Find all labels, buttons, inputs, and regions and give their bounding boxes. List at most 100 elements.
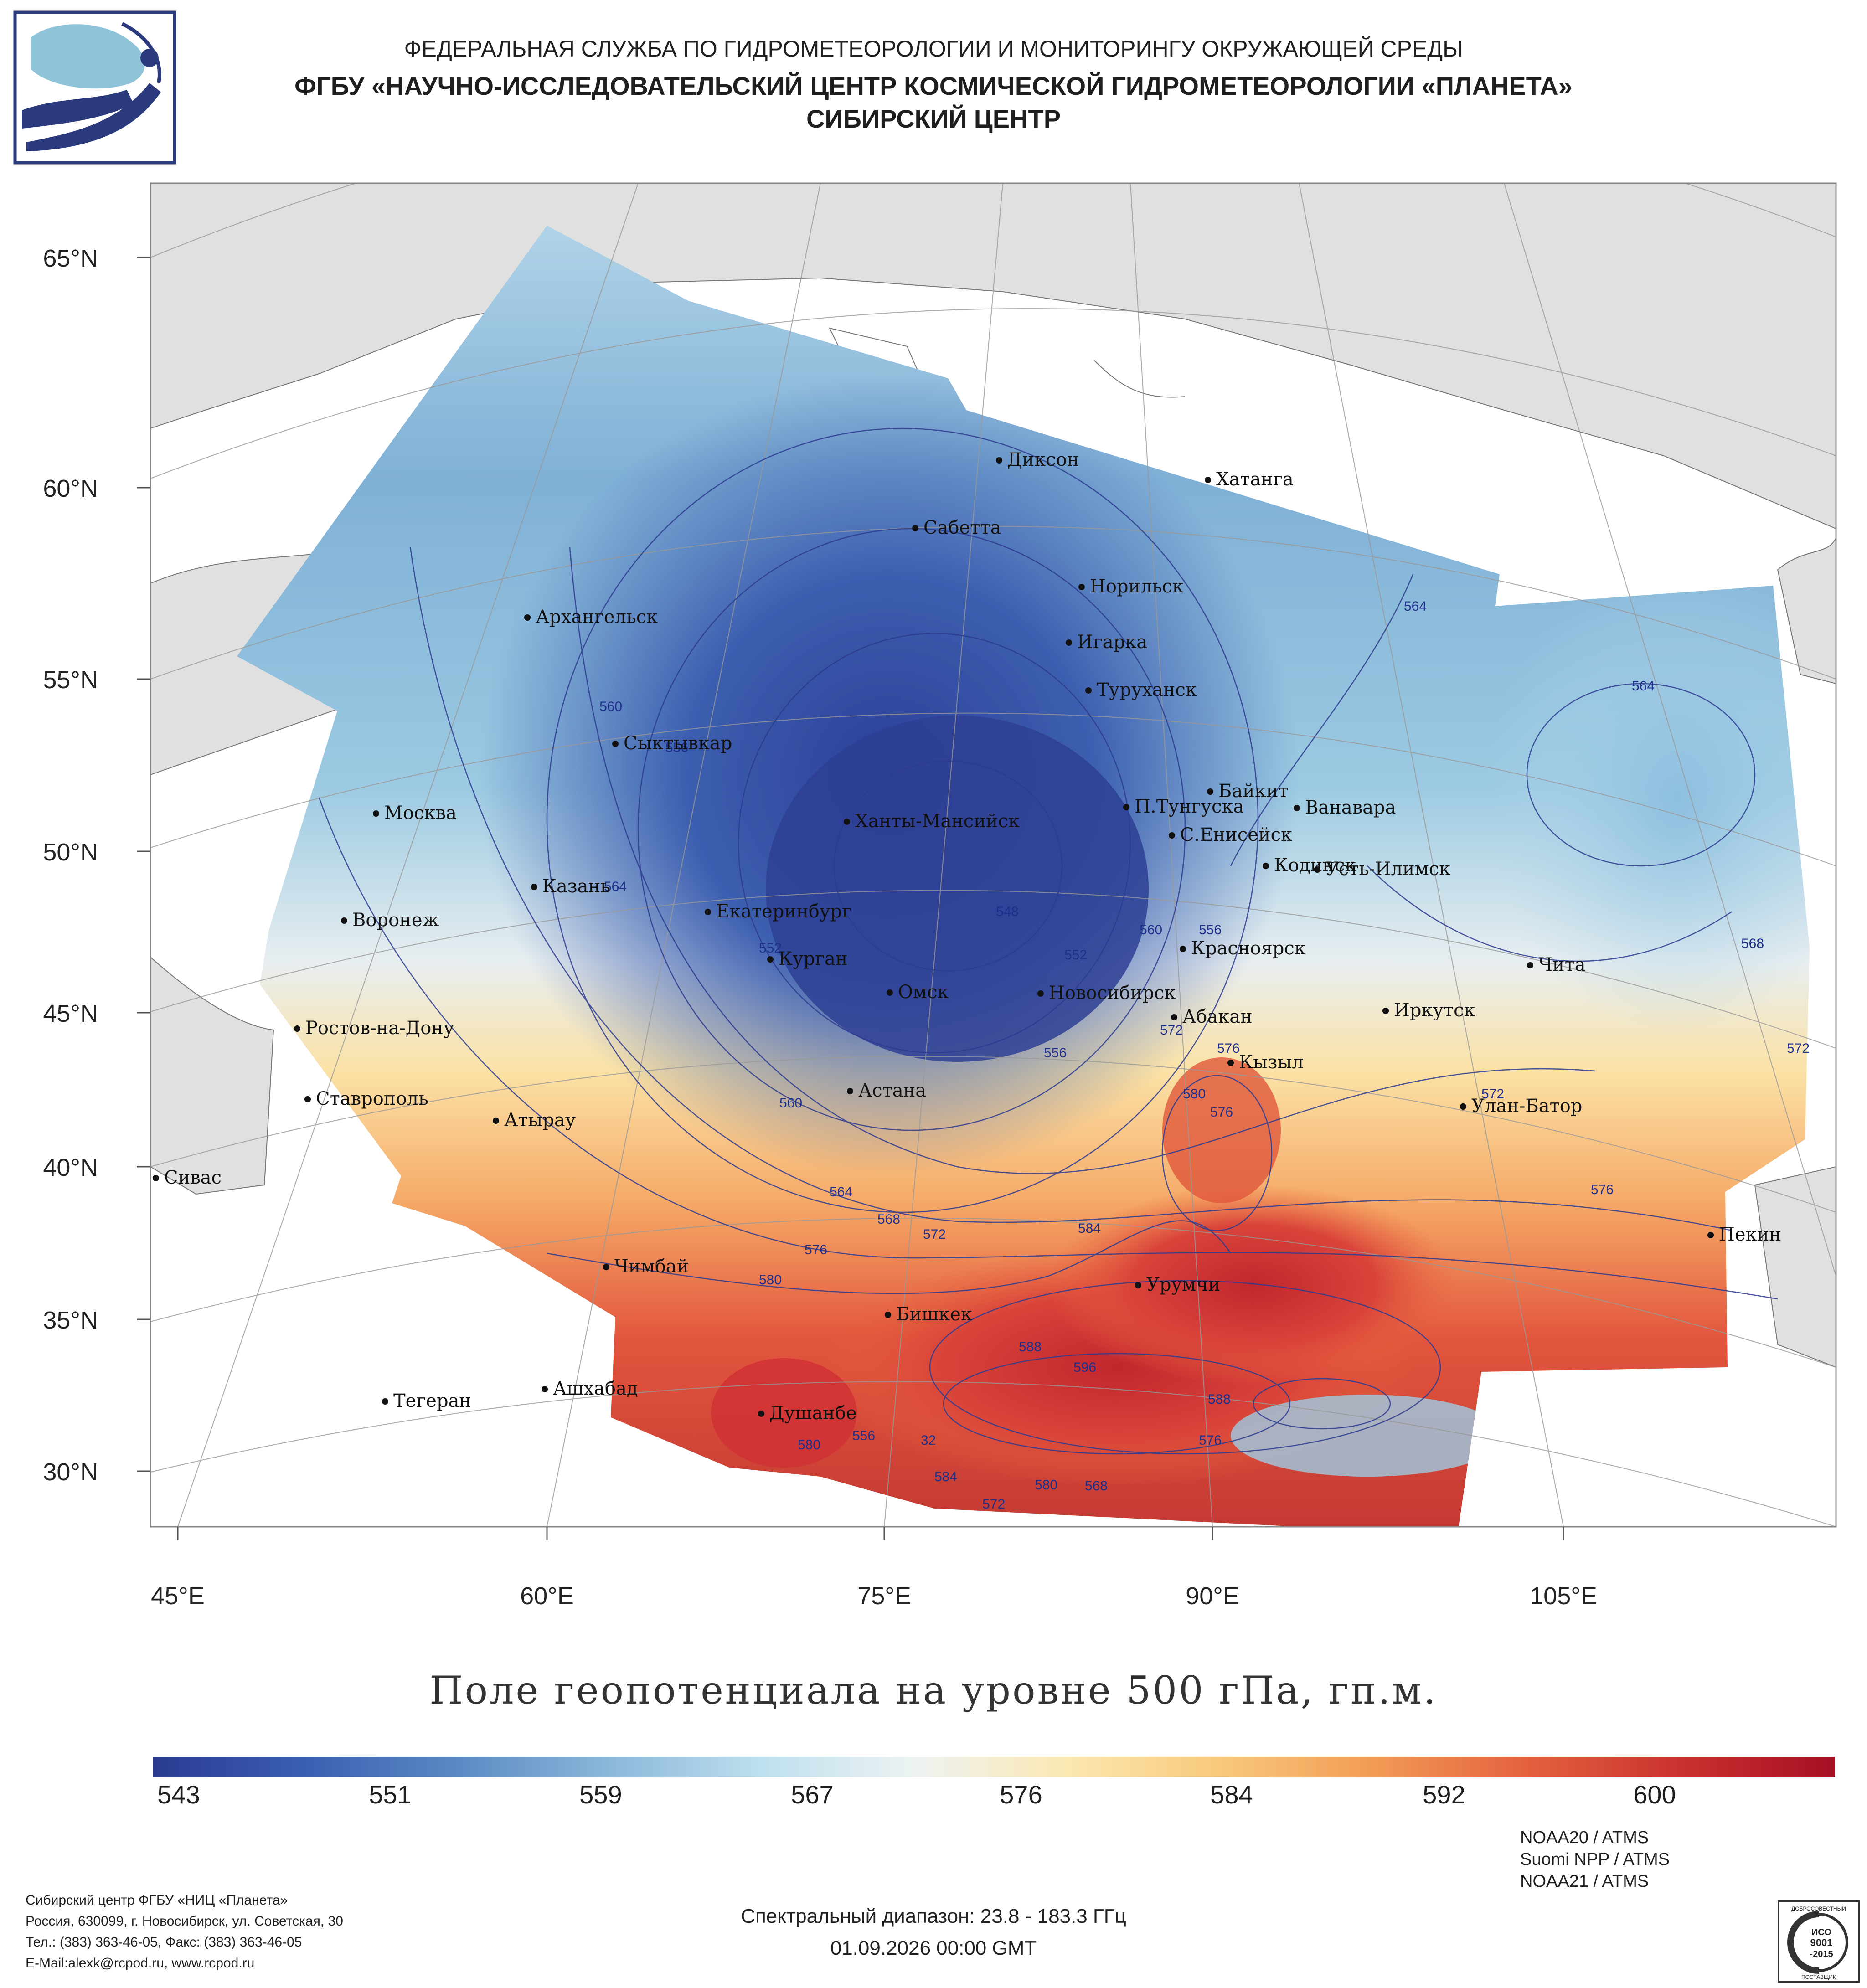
city-label: Пекин <box>1719 1224 1781 1245</box>
city-marker <box>1135 1282 1141 1288</box>
contour-lines <box>318 427 1778 1455</box>
contour-label: 572 <box>923 1227 946 1242</box>
map-title: Поле геопотенциала на уровне 500 гПа, гп… <box>429 1668 1438 1713</box>
city-label: Чита <box>1538 954 1586 975</box>
contour-label: 560 <box>1140 922 1162 937</box>
city-label: Екатеринбург <box>716 901 851 922</box>
svg-text:ДОБРОСОВЕСТНЫЙ: ДОБРОСОВЕСТНЫЙ <box>1791 1905 1846 1912</box>
city-label: Архангельск <box>536 607 658 628</box>
city-marker <box>382 1398 388 1405</box>
lat-label: 55°N <box>43 666 98 694</box>
contour-label: 584 <box>934 1469 957 1484</box>
city-label: Ставрополь <box>316 1088 428 1109</box>
city-marker <box>1707 1232 1714 1238</box>
product-info: Спектральный диапазон: 23.8 - 183.3 ГГц … <box>0 1900 1867 1964</box>
contour-label: 576 <box>1591 1182 1614 1197</box>
organization-info: Сибирский центр ФГБУ «НИЦ «Планета» Росс… <box>26 1890 343 1974</box>
header-center: СИБИРСКИЙ ЦЕНТР <box>806 104 1061 133</box>
city-label: С.Енисейск <box>1180 824 1292 845</box>
contour-label: 564 <box>1632 679 1655 694</box>
colorbar-label: 543 <box>157 1780 200 1809</box>
map-frame-content <box>150 183 1836 1527</box>
colorbar-gradient <box>153 1757 1835 1777</box>
colorbar-label: 584 <box>1210 1780 1253 1809</box>
contour-label: 560 <box>599 699 622 714</box>
svg-text:ИСО: ИСО <box>1811 1927 1831 1937</box>
instrument: NOAA21 / ATMS <box>1520 1872 1649 1891</box>
contour-label: 576 <box>805 1242 827 1257</box>
city-label: Сабетта <box>923 517 1001 538</box>
city-marker <box>767 956 774 963</box>
contour-label: 556 <box>1199 922 1222 937</box>
lon-label: 75°E <box>857 1582 911 1610</box>
city-label: Байкит <box>1218 781 1289 802</box>
city-label: Усть-Илимск <box>1325 859 1450 880</box>
city-label: Чимбай <box>614 1256 689 1277</box>
contour-labels: 560 556 564 552 548 556 560 564 568 572 … <box>599 599 1810 1512</box>
header-institute: ФГБУ «НАУЧНО-ИССЛЕДОВАТЕЛЬСКИЙ ЦЕНТР КОС… <box>294 72 1573 100</box>
city-marker <box>304 1096 311 1102</box>
datetime: 01.09.2026 00:00 GMT <box>830 1937 1037 1959</box>
city-marker <box>153 1175 159 1181</box>
city-marker <box>885 1312 891 1318</box>
city-marker <box>1460 1103 1466 1110</box>
city-marker <box>996 457 1002 464</box>
contour-label: 548 <box>996 904 1019 919</box>
axis-ticks <box>137 257 1564 1540</box>
city-marker <box>1066 639 1072 646</box>
contour-label: 588 <box>1019 1339 1042 1355</box>
contour-label: 580 <box>759 1272 782 1288</box>
city-marker <box>847 1088 853 1094</box>
city-label: Иркутск <box>1394 1000 1475 1021</box>
contour-label: 552 <box>1064 948 1087 963</box>
city-label: Сыктывкар <box>624 733 732 754</box>
spectral-range: Спектральный диапазон: 23.8 - 183.3 ГГц <box>741 1905 1126 1927</box>
org-line: E-Mail:alexk@rcpod.ru, www.rcpod.ru <box>26 1956 255 1971</box>
city-marker <box>294 1025 300 1032</box>
city-label: Ванавара <box>1305 797 1396 818</box>
contour-label: 552 <box>759 941 782 956</box>
longitude-labels: 45°E 60°E 75°E 90°E 105°E <box>151 1582 1597 1610</box>
lat-label: 40°N <box>43 1154 98 1181</box>
colorbar-label: 559 <box>579 1780 622 1809</box>
city-label: Ашхабад <box>553 1378 638 1399</box>
city-label: Ханты-Мансийск <box>855 811 1020 832</box>
city-marker <box>373 810 379 817</box>
colorbar-label: 600 <box>1633 1780 1676 1809</box>
city-label: Хатанга <box>1216 469 1294 490</box>
city-label: Воронеж <box>352 910 439 931</box>
city-marker <box>1263 863 1269 869</box>
graticule <box>150 183 1836 1527</box>
city-label: Туруханск <box>1097 680 1197 700</box>
city-label: Омск <box>898 982 949 1003</box>
contour-label: 580 <box>1035 1478 1057 1493</box>
city-marker <box>1171 1014 1177 1020</box>
city-label: Норильск <box>1090 576 1184 597</box>
header-agency: ФЕДЕРАЛЬНАЯ СЛУЖБА ПО ГИДРОМЕТЕОРОЛОГИИ … <box>404 36 1463 62</box>
city-marker <box>1527 962 1533 968</box>
lat-label: 50°N <box>43 839 98 866</box>
city-label: Атырау <box>504 1110 576 1131</box>
lon-label: 90°E <box>1186 1582 1239 1610</box>
map-frame <box>150 182 1837 1528</box>
city-label: Казань <box>542 876 610 897</box>
planeta-logo <box>13 10 176 165</box>
geopotential-map: 65°N 60°N 55°N 50°N 45°N 40°N 35°N 30°N … <box>43 182 1837 1610</box>
org-line: Тел.: (383) 363-46-05, Факс: (383) 363-4… <box>26 1935 302 1950</box>
city-marker <box>758 1411 764 1417</box>
contour-label: 556 <box>665 740 688 755</box>
svg-text:9001: 9001 <box>1810 1937 1833 1948</box>
latitude-labels: 65°N 60°N 55°N 50°N 45°N 40°N 35°N 30°N <box>43 245 98 1486</box>
city-label: Тегеран <box>393 1391 471 1411</box>
contour-label: 596 <box>1073 1360 1096 1375</box>
city-label: Ростов-на-Дону <box>305 1018 454 1039</box>
city-marker <box>524 614 531 621</box>
lat-label: 35°N <box>43 1307 98 1334</box>
city-label: Урумчи <box>1146 1274 1220 1295</box>
contour-label: 560 <box>779 1096 802 1111</box>
contour-label: 564 <box>1404 599 1427 614</box>
city-marker <box>1294 805 1300 811</box>
lon-label: 60°E <box>520 1582 574 1610</box>
instrument-list: NOAA20 / ATMS Suomi NPP / ATMS NOAA21 / … <box>1520 1827 1670 1892</box>
city-marker <box>1123 804 1129 810</box>
